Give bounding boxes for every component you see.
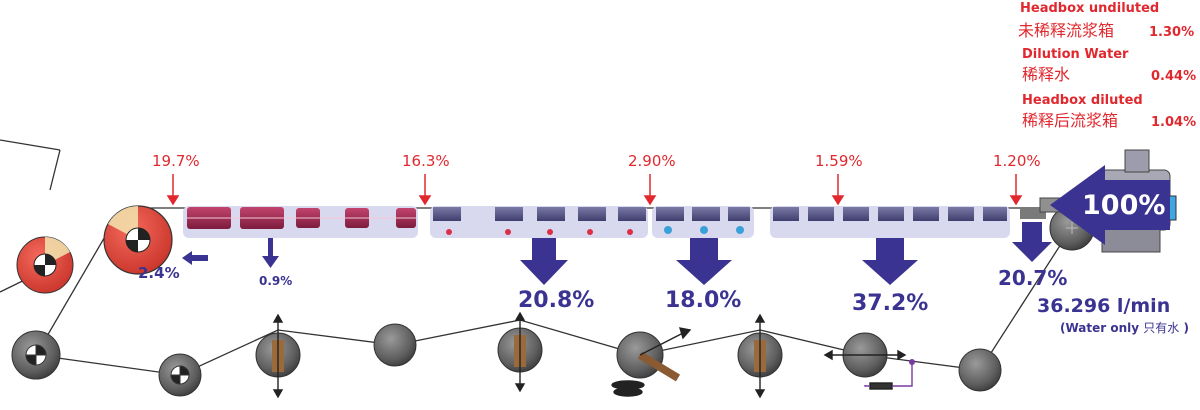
drainage-labels: 2.4% 0.9% 20.8% 18.0% 37.2% 20.7% xyxy=(138,264,1067,316)
flow-note-en: (Water only xyxy=(1060,321,1139,335)
consistency-label-4: 1.59% xyxy=(815,152,863,170)
drainage-arrows xyxy=(182,222,1052,285)
consistency-label-2: 16.3% xyxy=(402,152,450,170)
flow-note: (Water only 只有水 ) xyxy=(1060,321,1189,335)
consistency-label-1: 19.7% xyxy=(152,152,200,170)
vacuum-1-drainage: 20.8% xyxy=(518,288,594,313)
flow-rate: 36.296 l/min (Water only 只有水 ) xyxy=(1037,295,1189,335)
legend-headbox-diluted-zh: 稀释后流浆箱 xyxy=(1022,111,1118,130)
legend-dilution-water-value: 0.44% xyxy=(1151,69,1196,84)
legend-headbox-undiluted-zh: 未稀释流浆箱 xyxy=(1018,21,1114,40)
consistency-markers xyxy=(166,174,1023,206)
suction-boxes xyxy=(187,207,416,229)
suction-drainage: 0.9% xyxy=(259,274,292,288)
legend: Headbox undiluted 未稀释流浆箱 1.30% Dilution … xyxy=(1018,1,1196,130)
consistency-label-5: 1.20% xyxy=(993,152,1041,170)
consistency-labels: 19.7% 16.3% 2.90% 1.59% 1.20% xyxy=(152,152,1041,170)
vacuum-boxes xyxy=(433,207,1046,235)
forming-board-drainage: 20.7% xyxy=(998,266,1067,290)
couch-roll xyxy=(103,205,173,275)
flow-note-zh: 只有水 xyxy=(1143,321,1179,335)
legend-dilution-water-en: Dilution Water xyxy=(1022,47,1129,62)
legend-dilution-water-zh: 稀释水 xyxy=(1022,65,1070,84)
flow-note-close: ) xyxy=(1183,321,1188,335)
roll-details xyxy=(272,311,915,399)
legend-headbox-diluted-en: Headbox diluted xyxy=(1022,93,1143,108)
flow-rate-value: 36.296 l/min xyxy=(1037,295,1170,317)
legend-headbox-diluted-value: 1.04% xyxy=(1151,115,1196,130)
headbox-inflow-value: 100% xyxy=(1082,190,1165,221)
vacuum-3-drainage: 37.2% xyxy=(852,291,928,316)
headbox-inflow-arrow: 100% xyxy=(1050,165,1170,245)
vacuum-2-drainage: 18.0% xyxy=(665,288,741,313)
red-roll-small xyxy=(16,236,74,294)
return-rolls xyxy=(11,323,1002,397)
consistency-label-3: 2.90% xyxy=(628,152,676,170)
legend-headbox-undiluted-value: 1.30% xyxy=(1149,25,1194,40)
legend-headbox-undiluted-en: Headbox undiluted xyxy=(1020,1,1159,16)
couch-drainage: 2.4% xyxy=(138,264,180,282)
